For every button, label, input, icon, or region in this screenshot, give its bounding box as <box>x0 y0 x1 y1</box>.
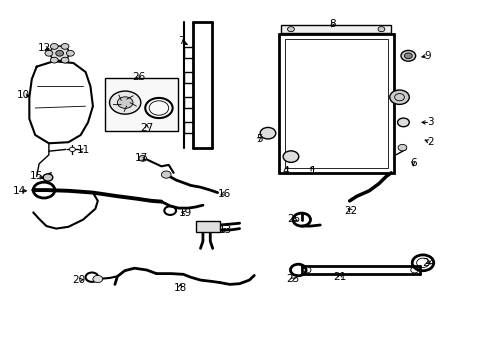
Text: 2: 2 <box>426 137 433 147</box>
Circle shape <box>400 50 415 61</box>
Text: 1: 1 <box>309 166 316 176</box>
Circle shape <box>61 44 69 49</box>
Text: 11: 11 <box>76 145 90 156</box>
Circle shape <box>303 267 310 273</box>
Circle shape <box>69 147 75 152</box>
Text: 8: 8 <box>328 19 335 30</box>
Circle shape <box>117 97 133 108</box>
Bar <box>278 34 393 173</box>
Bar <box>281 25 390 33</box>
Bar <box>105 78 177 131</box>
Circle shape <box>377 27 384 32</box>
Text: 5: 5 <box>255 134 262 144</box>
Bar <box>195 221 220 232</box>
Circle shape <box>161 171 171 178</box>
Circle shape <box>397 144 406 151</box>
Circle shape <box>389 90 408 104</box>
Circle shape <box>93 275 102 283</box>
Text: 14: 14 <box>13 186 26 196</box>
Circle shape <box>109 91 141 114</box>
Text: 17: 17 <box>135 153 148 163</box>
Text: 4: 4 <box>282 166 288 176</box>
Circle shape <box>66 50 74 56</box>
Circle shape <box>404 53 411 59</box>
Circle shape <box>50 44 58 49</box>
Text: 10: 10 <box>17 90 30 100</box>
Circle shape <box>410 267 418 273</box>
Circle shape <box>45 50 53 56</box>
Text: 6: 6 <box>409 158 416 168</box>
Text: 23: 23 <box>285 274 299 284</box>
Text: 26: 26 <box>131 72 145 82</box>
Text: 21: 21 <box>332 272 346 282</box>
Circle shape <box>50 57 58 63</box>
Circle shape <box>287 27 294 32</box>
Text: 16: 16 <box>217 189 230 199</box>
Text: 20: 20 <box>73 275 85 285</box>
Text: 27: 27 <box>140 123 153 133</box>
Circle shape <box>56 50 63 56</box>
Text: 18: 18 <box>173 283 186 293</box>
Circle shape <box>50 46 69 60</box>
Text: 7: 7 <box>177 36 184 46</box>
Text: 9: 9 <box>424 51 430 61</box>
Text: 19: 19 <box>179 208 192 218</box>
Text: 15: 15 <box>30 171 43 181</box>
Text: 3: 3 <box>426 117 433 127</box>
Text: 13: 13 <box>219 225 232 235</box>
Text: 24: 24 <box>422 258 435 268</box>
Circle shape <box>43 174 53 181</box>
Circle shape <box>260 127 275 139</box>
Circle shape <box>283 151 298 162</box>
Text: 22: 22 <box>344 206 357 216</box>
Text: 12: 12 <box>37 42 51 53</box>
Text: 25: 25 <box>286 214 300 224</box>
Circle shape <box>397 118 408 127</box>
Circle shape <box>139 156 146 161</box>
Circle shape <box>61 57 69 63</box>
Bar <box>284 39 387 168</box>
